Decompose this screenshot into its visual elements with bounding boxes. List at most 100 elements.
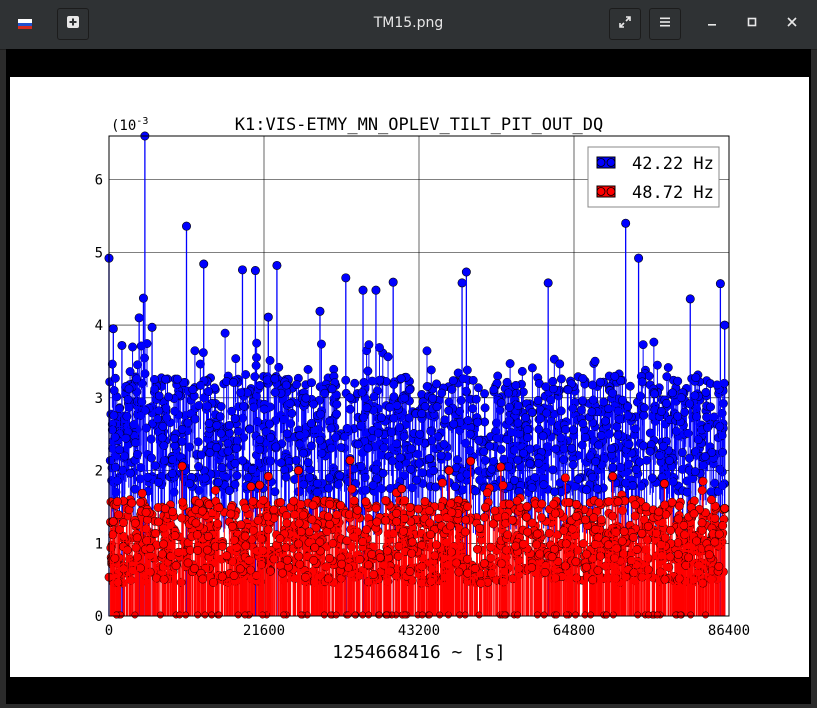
- series-2-marker: [137, 488, 147, 498]
- series-1-peak-marker: [199, 259, 209, 269]
- series-2-marker: [323, 574, 333, 584]
- series-1-marker: [259, 404, 269, 414]
- series-1-marker: [160, 456, 169, 466]
- series-1-marker: [548, 465, 558, 475]
- series-1-marker: [368, 480, 378, 490]
- series-1-marker: [350, 378, 360, 388]
- series-2-marker: [618, 506, 627, 515]
- new-tab-button[interactable]: [57, 8, 89, 40]
- series-1-marker: [480, 389, 489, 399]
- window-titlebar: TM15.png: [0, 0, 817, 50]
- series-1-marker: [130, 438, 140, 448]
- series-1-peak-marker: [341, 273, 351, 283]
- series-1-marker: [252, 338, 262, 348]
- series-1-marker: [233, 426, 243, 436]
- series-1-marker: [413, 449, 423, 459]
- series-2-marker: [559, 526, 569, 536]
- series-1-marker: [502, 377, 512, 387]
- series-1-marker: [637, 377, 647, 387]
- series-1-marker: [555, 359, 565, 369]
- series-1-peak-marker: [147, 322, 157, 332]
- series-1-marker: [511, 380, 521, 390]
- series-1-marker: [136, 341, 146, 351]
- series-1-marker: [253, 417, 262, 427]
- series-1-marker: [232, 436, 242, 446]
- series-1-peak-marker: [263, 312, 273, 322]
- fullscreen-button[interactable]: [609, 8, 641, 40]
- series-1-marker: [282, 429, 292, 439]
- series-1-marker: [245, 424, 255, 434]
- series-1-marker: [663, 363, 673, 372]
- series-1-marker: [576, 405, 586, 415]
- series-1-marker: [691, 373, 701, 383]
- series-1-marker: [231, 354, 241, 364]
- series-1-marker: [680, 407, 690, 417]
- maximize-button[interactable]: [742, 14, 762, 34]
- series-1-marker: [123, 395, 133, 404]
- series-1-marker: [437, 388, 447, 398]
- series-1-marker: [158, 421, 168, 431]
- series-1-marker: [655, 451, 665, 460]
- series-1-marker: [652, 360, 662, 370]
- series-1-peak-marker: [388, 277, 398, 287]
- series-1-marker: [684, 453, 694, 463]
- series-1-marker: [568, 460, 578, 470]
- series-1-marker: [588, 395, 598, 405]
- series-2-marker: [371, 503, 381, 513]
- series-1-marker: [110, 373, 120, 383]
- series-1-marker: [567, 443, 577, 453]
- minimize-button[interactable]: [702, 14, 722, 34]
- series-2-marker: [434, 513, 443, 523]
- series-1-marker: [668, 388, 677, 398]
- series-1-marker: [519, 448, 528, 458]
- series-1-marker: [212, 420, 222, 430]
- series-2-marker: [400, 496, 410, 506]
- close-button[interactable]: [782, 14, 802, 34]
- series-1-marker: [608, 388, 617, 398]
- series-1-marker: [369, 392, 379, 402]
- series-1-marker: [644, 371, 654, 381]
- series-1-peak-marker: [685, 294, 695, 304]
- series-1-marker: [414, 458, 424, 468]
- series-1-marker: [190, 346, 200, 356]
- series-1-marker: [534, 458, 544, 468]
- data-marks: [104, 131, 730, 619]
- menu-button[interactable]: [649, 8, 681, 40]
- series-1-marker: [316, 339, 326, 349]
- series-1-marker: [190, 414, 200, 424]
- series-1-marker: [428, 393, 438, 403]
- series-1-marker: [473, 417, 482, 427]
- series-2-marker: [240, 503, 250, 513]
- series-1-marker: [449, 419, 459, 429]
- series-1-marker: [217, 463, 227, 473]
- series-2-marker: [590, 524, 600, 534]
- series-1-marker: [215, 412, 225, 422]
- series-1-marker: [658, 441, 668, 451]
- series-1-marker: [581, 485, 591, 495]
- series-1-marker: [685, 399, 694, 409]
- series-1-marker: [122, 411, 132, 421]
- series-1-marker: [292, 380, 302, 389]
- series-1-marker: [281, 472, 291, 482]
- minimize-icon: [706, 16, 718, 32]
- series-1-marker: [703, 423, 713, 433]
- series-1-marker: [527, 407, 537, 417]
- series-1-marker: [432, 402, 442, 412]
- series-1-marker: [121, 433, 131, 443]
- series-1-marker: [665, 456, 674, 466]
- series-1-marker: [523, 425, 532, 435]
- series-1-marker: [271, 442, 281, 452]
- series-1-marker: [317, 448, 327, 458]
- series-1-marker: [194, 462, 203, 472]
- series-1-marker: [690, 467, 700, 477]
- series-2-marker: [698, 476, 708, 486]
- series-1-marker: [265, 356, 275, 365]
- window-title: TM15.png: [373, 15, 444, 31]
- series-1-marker: [447, 384, 457, 394]
- series-1-marker: [285, 399, 295, 408]
- series-1-marker: [132, 449, 142, 459]
- series-1-marker: [471, 394, 481, 404]
- series-2-marker: [417, 540, 427, 550]
- series-2-marker: [192, 530, 202, 540]
